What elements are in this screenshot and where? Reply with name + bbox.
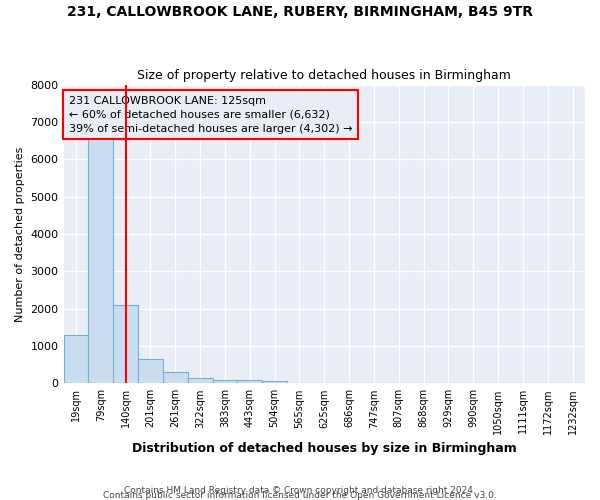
- Title: Size of property relative to detached houses in Birmingham: Size of property relative to detached ho…: [137, 69, 511, 82]
- Bar: [113, 305, 138, 384]
- Text: 231, CALLOWBROOK LANE, RUBERY, BIRMINGHAM, B45 9TR: 231, CALLOWBROOK LANE, RUBERY, BIRMINGHA…: [67, 5, 533, 19]
- Bar: [88, 136, 113, 384]
- X-axis label: Distribution of detached houses by size in Birmingham: Distribution of detached houses by size …: [132, 442, 517, 455]
- Bar: [64, 335, 88, 384]
- Bar: [188, 378, 212, 384]
- Text: 231 CALLOWBROOK LANE: 125sqm
← 60% of detached houses are smaller (6,632)
39% of: 231 CALLOWBROOK LANE: 125sqm ← 60% of de…: [68, 96, 352, 134]
- Bar: [138, 359, 163, 384]
- Bar: [262, 381, 287, 384]
- Text: Contains HM Land Registry data © Crown copyright and database right 2024.: Contains HM Land Registry data © Crown c…: [124, 486, 476, 495]
- Text: Contains public sector information licensed under the Open Government Licence v3: Contains public sector information licen…: [103, 491, 497, 500]
- Bar: [212, 380, 238, 384]
- Bar: [163, 372, 188, 384]
- Y-axis label: Number of detached properties: Number of detached properties: [15, 146, 25, 322]
- Bar: [238, 380, 262, 384]
